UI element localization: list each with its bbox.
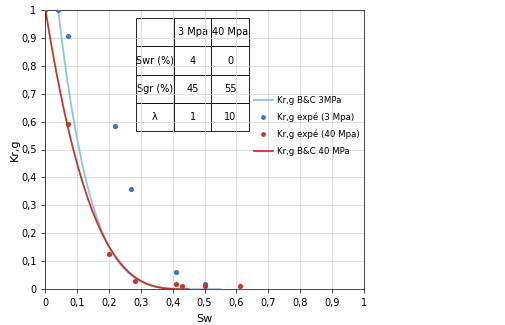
Point (41, 7, 49, 12)
Point (54, 7, 62, 12)
Y-axis label: Kr,g: Kr,g (10, 138, 20, 161)
Point (172, 270, 180, 275)
Point (64, 121, 72, 126)
Point (172, 282, 180, 287)
Legend: Kr,g B&C 3MPa, Kr,g expé (3 Mpa), Kr,g expé (40 Mpa), Kr,g B&C 40 MPa: Kr,g B&C 3MPa, Kr,g expé (3 Mpa), Kr,g e… (250, 92, 363, 160)
Point (127, 186, 135, 191)
Point (130, 278, 138, 283)
X-axis label: Sw: Sw (196, 314, 213, 324)
Point (235, 284, 243, 289)
Point (178, 283, 186, 289)
Point (200, 282, 209, 287)
Point (200, 284, 209, 289)
Point (112, 123, 120, 128)
Point (64, 34, 72, 39)
Point (105, 251, 113, 256)
